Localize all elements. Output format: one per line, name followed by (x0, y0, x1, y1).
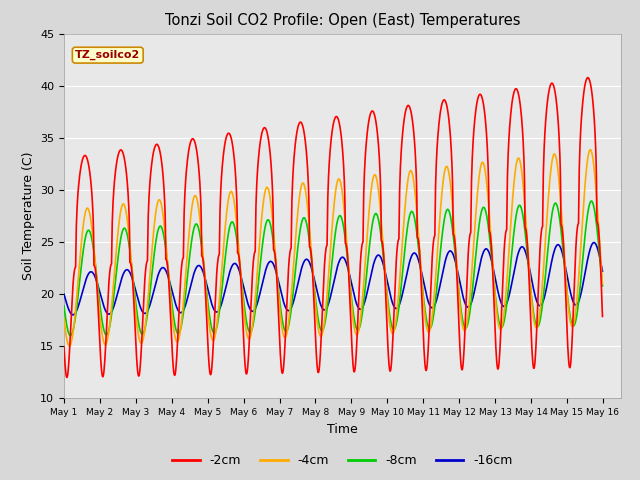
Text: TZ_soilco2: TZ_soilco2 (75, 50, 140, 60)
X-axis label: Time: Time (327, 423, 358, 436)
Legend: -2cm, -4cm, -8cm, -16cm: -2cm, -4cm, -8cm, -16cm (167, 449, 518, 472)
Y-axis label: Soil Temperature (C): Soil Temperature (C) (22, 152, 35, 280)
Title: Tonzi Soil CO2 Profile: Open (East) Temperatures: Tonzi Soil CO2 Profile: Open (East) Temp… (164, 13, 520, 28)
